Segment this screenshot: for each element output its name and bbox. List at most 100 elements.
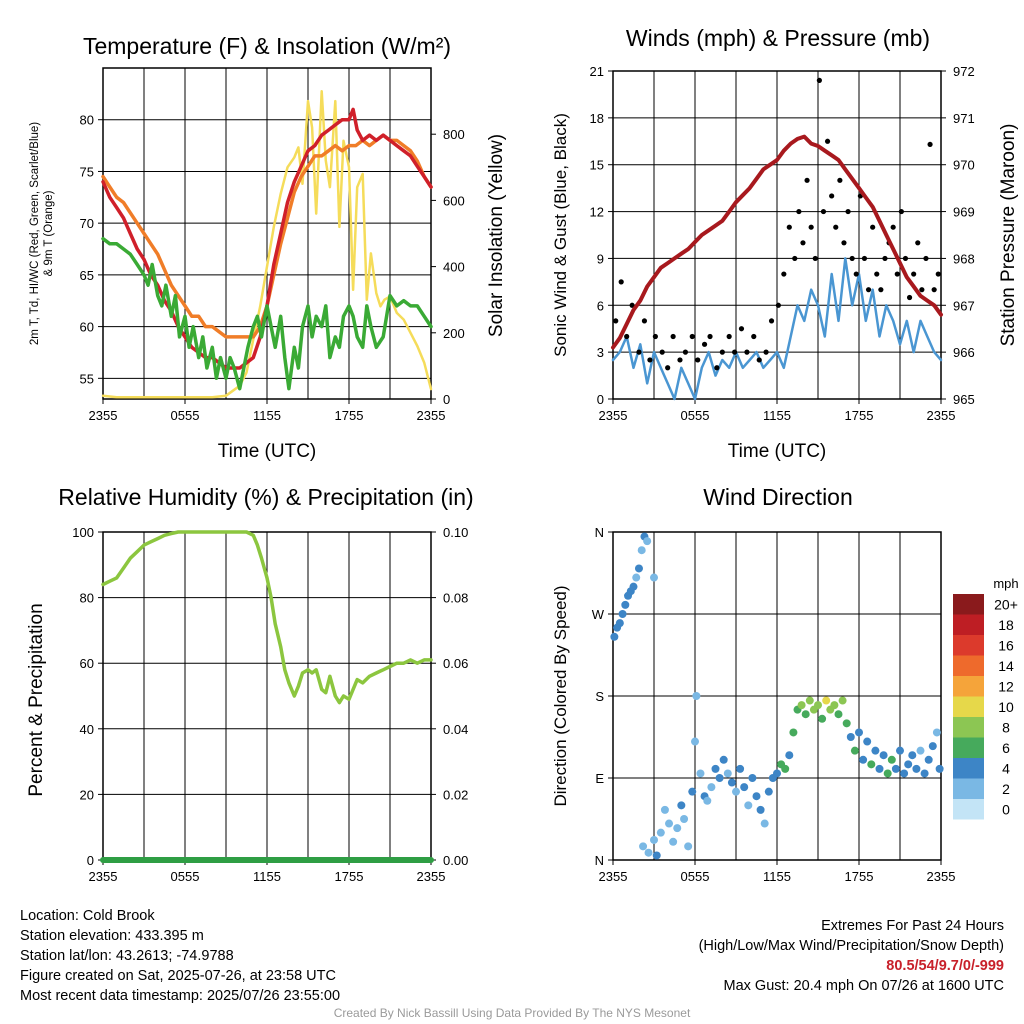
direction-point xyxy=(677,801,686,810)
gust-point xyxy=(613,318,619,324)
direction-point xyxy=(691,737,699,746)
legend-swatch xyxy=(953,655,984,676)
gust-point xyxy=(829,193,835,199)
y-tick-label: 80 xyxy=(80,591,94,606)
gust-point xyxy=(682,349,689,355)
direction-point xyxy=(684,842,693,851)
x-tick-label: 0555 xyxy=(681,869,710,884)
direction-point xyxy=(643,537,652,546)
chart-title: Winds (mph) & Pressure (mb) xyxy=(626,25,930,51)
direction-point xyxy=(644,848,653,857)
gust-point xyxy=(874,271,880,277)
direction-point xyxy=(652,851,661,860)
direction-point xyxy=(900,769,909,778)
y2-tick-label: 969 xyxy=(953,205,975,220)
direction-point xyxy=(618,610,627,618)
y-tick-label: 40 xyxy=(80,722,94,737)
figure-created: Figure created on Sat, 2025-07-26, at 23… xyxy=(20,968,336,984)
max-gust: Max Gust: 20.4 mph On 07/26 at 1600 UTC xyxy=(723,978,1004,994)
gust-point xyxy=(882,255,888,262)
x-axis-label: Time (UTC) xyxy=(728,441,827,462)
chart-title: Temperature (F) & Insolation (W/m²) xyxy=(83,33,451,59)
gust-point xyxy=(870,224,876,230)
y2-tick-label: 967 xyxy=(953,298,975,313)
y2-axis-label: Station Pressure (Maroon) xyxy=(998,124,1019,347)
x-tick-label: 2355 xyxy=(599,869,628,884)
y2-tick-label: 971 xyxy=(953,111,975,126)
y2-tick-label: 0.06 xyxy=(443,656,468,671)
gust-point xyxy=(911,271,917,277)
y2-tick-label: 0 xyxy=(443,392,450,407)
gust-point xyxy=(695,357,701,363)
direction-point xyxy=(883,769,892,778)
gust-point xyxy=(786,224,792,230)
gust-point xyxy=(927,141,933,148)
direction-point xyxy=(673,824,682,833)
gust-point xyxy=(629,302,635,308)
winds-pressure-panel: 2355 0555 1155 1755 235503691215182196596696… xyxy=(551,25,1019,462)
y2-tick-label: 200 xyxy=(443,326,465,341)
x-tick-label: 1755 xyxy=(335,408,364,423)
legend-label: 2 xyxy=(1002,781,1010,797)
direction-point xyxy=(639,842,648,851)
gust-point xyxy=(915,240,921,246)
y-axis-label: Percent & Precipitation xyxy=(26,603,47,796)
gust-point xyxy=(756,357,762,363)
direction-point xyxy=(632,573,641,582)
legend-swatch xyxy=(953,635,984,656)
y-tick-label: 9 xyxy=(597,251,604,266)
y-tick-label: S xyxy=(595,689,604,704)
station-lat-lon: Station lat/lon: 43.2613; -74.9788 xyxy=(20,948,234,964)
y-tick-label: 18 xyxy=(590,111,604,126)
y-tick-label: 20 xyxy=(80,787,94,802)
gust-point xyxy=(652,333,658,340)
gust-point xyxy=(624,333,630,340)
direction-point xyxy=(610,632,619,641)
gust-point xyxy=(665,365,671,371)
x-tick-label: 2355 xyxy=(927,408,956,423)
direction-point xyxy=(773,769,781,778)
legend-label: 10 xyxy=(998,699,1014,715)
direction-point xyxy=(760,819,769,828)
y-axis-label-line2: & 9m T (Orange) xyxy=(43,190,55,276)
x-tick-label: 0555 xyxy=(171,869,200,884)
legend-label: 4 xyxy=(1002,760,1010,776)
gust-point xyxy=(845,208,851,215)
gust-point xyxy=(853,271,859,277)
y-tick-label: 80 xyxy=(80,113,94,128)
gust-point xyxy=(808,224,814,230)
gust-point xyxy=(837,177,843,183)
gust-point xyxy=(641,318,648,324)
direction-point xyxy=(867,760,876,769)
extremes-subtitle: (High/Low/Max Wind/Precipitation/Snow De… xyxy=(698,938,1004,954)
gust-point xyxy=(796,208,802,215)
gust-point xyxy=(792,255,798,262)
legend-swatch xyxy=(953,737,984,758)
gust-point xyxy=(689,333,695,340)
direction-point xyxy=(756,805,765,814)
gust-point xyxy=(865,287,872,293)
legend-swatch xyxy=(953,696,984,717)
y-tick-label: 21 xyxy=(590,64,604,79)
legend-swatch xyxy=(953,594,984,615)
legend-swatch xyxy=(953,676,984,697)
gust-point xyxy=(804,177,810,183)
station-info: Location: Cold Brook Station elevation: … xyxy=(20,906,340,1006)
legend-label: 14 xyxy=(998,658,1014,674)
y2-tick-label: 0.00 xyxy=(443,853,468,868)
legend-label: 0 xyxy=(1002,801,1010,817)
y-tick-label: 70 xyxy=(80,216,94,231)
gust-point xyxy=(670,333,676,340)
y-tick-label: 100 xyxy=(72,525,94,540)
y-tick-label: 3 xyxy=(597,345,604,360)
chart-title: Wind Direction xyxy=(703,484,853,510)
legend-label: 6 xyxy=(1002,740,1010,756)
direction-point xyxy=(669,837,678,846)
chart-title: Relative Humidity (%) & Precipitation (i… xyxy=(58,484,473,510)
gust-point xyxy=(906,294,913,301)
gust-point xyxy=(816,77,822,83)
direction-point xyxy=(904,760,913,769)
direction-point xyxy=(785,751,794,760)
direction-point xyxy=(912,764,921,773)
x-tick-label: 1155 xyxy=(763,408,791,423)
